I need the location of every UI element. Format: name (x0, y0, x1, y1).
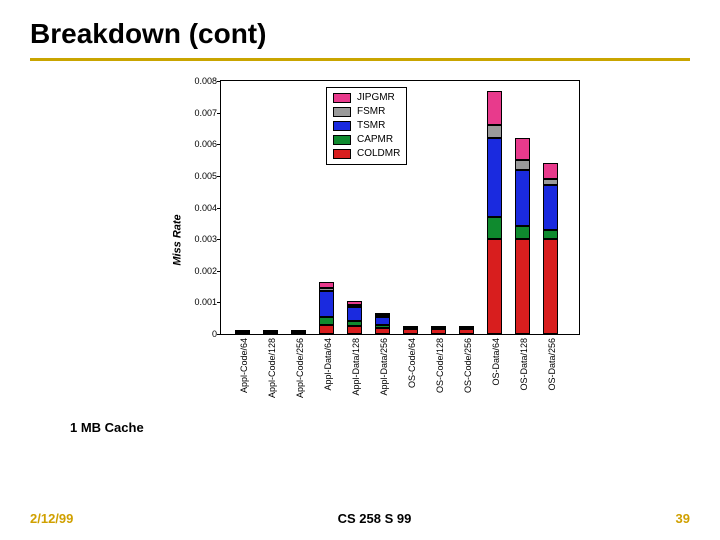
seg-COLDMR (347, 326, 362, 334)
seg-JIPGMR (375, 313, 390, 316)
legend-item-CAPMR: CAPMR (333, 134, 400, 145)
legend-label: COLDMR (357, 148, 400, 159)
seg-JIPGMR (319, 282, 334, 288)
title-rule (30, 58, 690, 61)
y-axis-label: Miss Rate (172, 214, 184, 265)
xlabel: OS-Code/256 (463, 334, 473, 393)
plot-area: 00.0010.0020.0030.0040.0050.0060.0070.00… (220, 80, 580, 335)
seg-CAPMR (291, 330, 306, 332)
legend-swatch (333, 149, 351, 159)
xlabel: Appl-Code/64 (239, 334, 249, 393)
xlabel: Appl-Code/256 (295, 334, 305, 398)
xlabel: Appl-Data/64 (323, 334, 333, 391)
seg-JIPGMR (347, 301, 362, 305)
chart-caption: 1 MB Cache (70, 420, 144, 435)
ytick-label: 0.002 (194, 266, 221, 276)
seg-TSMR (431, 326, 446, 328)
seg-FSMR (319, 288, 334, 291)
seg-COLDMR (543, 239, 558, 334)
seg-CAPMR (347, 321, 362, 326)
bar-Appl-Code/256: Appl-Code/256 (291, 81, 306, 334)
legend-item-FSMR: FSMR (333, 106, 400, 117)
legend-swatch (333, 93, 351, 103)
ytick-label: 0.001 (194, 297, 221, 307)
legend-label: TSMR (357, 120, 385, 131)
xlabel: OS-Code/128 (435, 334, 445, 393)
seg-FSMR (347, 305, 362, 307)
seg-JIPGMR (543, 163, 558, 179)
seg-TSMR (543, 185, 558, 229)
seg-JIPGMR (515, 138, 530, 160)
xlabel: OS-Data/64 (491, 334, 501, 386)
seg-CAPMR (263, 330, 278, 332)
bar-Appl-Code/64: Appl-Code/64 (235, 81, 250, 334)
xlabel: OS-Data/256 (547, 334, 557, 391)
xlabel: OS-Code/64 (407, 334, 417, 388)
legend-item-COLDMR: COLDMR (333, 148, 400, 159)
footer-date: 2/12/99 (30, 511, 73, 526)
legend-label: JIPGMR (357, 92, 395, 103)
legend-label: FSMR (357, 106, 385, 117)
seg-COLDMR (515, 239, 530, 334)
bar-OS-Code/256: OS-Code/256 (459, 81, 474, 334)
footer: 2/12/99 CS 258 S 99 39 (30, 511, 690, 526)
seg-TSMR (375, 317, 390, 325)
seg-JIPGMR (487, 91, 502, 126)
bar-OS-Data/256: OS-Data/256 (543, 81, 558, 334)
seg-COLDMR (319, 325, 334, 334)
xlabel: OS-Data/128 (519, 334, 529, 391)
footer-course: CS 258 S 99 (338, 511, 412, 526)
bar-Appl-Code/128: Appl-Code/128 (263, 81, 278, 334)
seg-TSMR (487, 138, 502, 217)
legend-swatch (333, 121, 351, 131)
miss-rate-chart: Miss Rate 00.0010.0020.0030.0040.0050.00… (180, 75, 600, 405)
seg-TSMR (459, 326, 474, 328)
ytick-label: 0.007 (194, 108, 221, 118)
ytick-label: 0.006 (194, 139, 221, 149)
seg-CAPMR (487, 217, 502, 239)
seg-TSMR (319, 291, 334, 316)
seg-TSMR (347, 307, 362, 321)
seg-CAPMR (515, 226, 530, 239)
slide-title: Breakdown (cont) (30, 18, 690, 50)
legend-swatch (333, 135, 351, 145)
xlabel: Appl-Code/128 (267, 334, 277, 398)
ytick-label: 0.004 (194, 203, 221, 213)
xlabel: Appl-Data/256 (379, 334, 389, 396)
seg-TSMR (515, 170, 530, 227)
legend-item-TSMR: TSMR (333, 120, 400, 131)
xlabel: Appl-Data/128 (351, 334, 361, 396)
ytick-label: 0.008 (194, 76, 221, 86)
legend-item-JIPGMR: JIPGMR (333, 92, 400, 103)
legend-label: CAPMR (357, 134, 393, 145)
seg-CAPMR (319, 317, 334, 325)
seg-FSMR (515, 160, 530, 169)
seg-FSMR (543, 179, 558, 185)
bar-OS-Data/64: OS-Data/64 (487, 81, 502, 334)
seg-COLDMR (487, 239, 502, 334)
ytick-label: 0 (212, 329, 221, 339)
seg-FSMR (487, 125, 502, 138)
seg-CAPMR (235, 330, 250, 332)
seg-TSMR (403, 326, 418, 328)
bar-OS-Code/128: OS-Code/128 (431, 81, 446, 334)
legend-swatch (333, 107, 351, 117)
legend-box: JIPGMR FSMR TSMR CAPMR COLDMR (326, 87, 407, 165)
footer-page: 39 (676, 511, 690, 526)
bar-OS-Data/128: OS-Data/128 (515, 81, 530, 334)
ytick-label: 0.003 (194, 234, 221, 244)
seg-CAPMR (375, 325, 390, 328)
seg-CAPMR (543, 230, 558, 239)
ytick-label: 0.005 (194, 171, 221, 181)
